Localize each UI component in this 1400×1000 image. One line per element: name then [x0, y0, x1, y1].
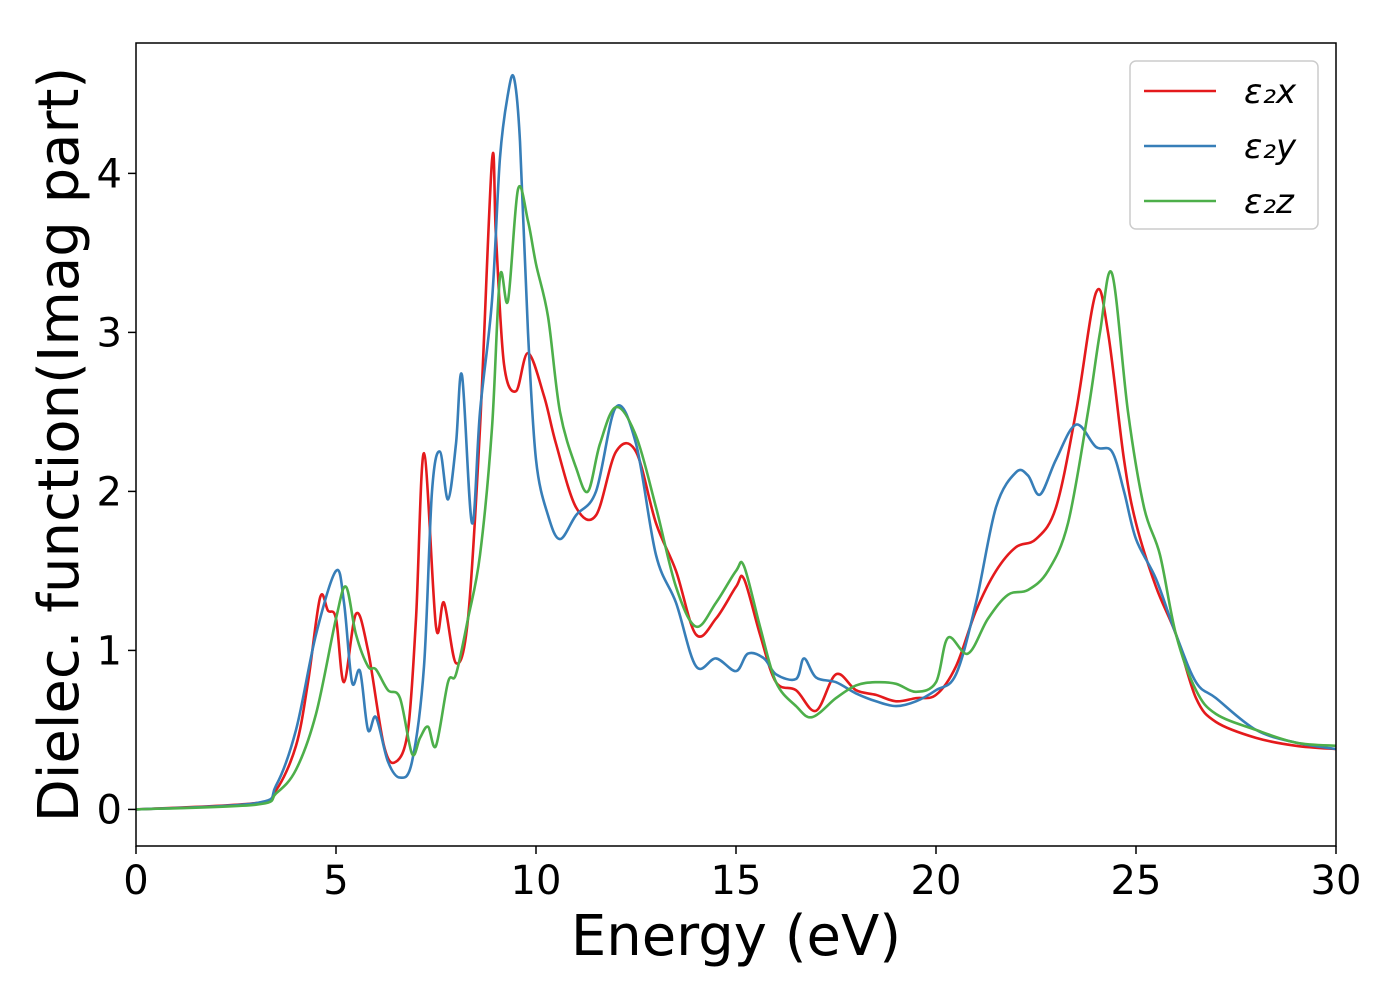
- y-tick-label: 3: [97, 310, 122, 356]
- x-tick-label: 0: [123, 858, 148, 904]
- plot-lines: [135, 73, 1337, 811]
- y-tick-label: 0: [97, 787, 122, 833]
- y-axis: 0 1 2 3 4: [97, 151, 136, 833]
- legend-label: ε₂z: [1244, 182, 1295, 222]
- y-tick-label: 2: [97, 469, 122, 515]
- legend-label: ε₂x: [1244, 72, 1297, 112]
- y-tick-label: 4: [97, 151, 122, 197]
- legend: ε₂x ε₂y ε₂z: [1129, 60, 1319, 230]
- y-axis-label: Dielec. function(Imag part): [27, 67, 92, 823]
- y-tick-label: 1: [97, 628, 122, 674]
- x-axis-label: Energy (eV): [571, 904, 901, 969]
- series-line-3: [135, 185, 1337, 811]
- x-tick-label: 10: [511, 858, 562, 904]
- x-tick-label: 25: [1111, 858, 1162, 904]
- x-tick-label: 20: [911, 858, 962, 904]
- x-tick-label: 30: [1311, 858, 1362, 904]
- x-tick-label: 15: [711, 858, 762, 904]
- x-axis: 0 5 10 15 20 25 30: [123, 846, 1361, 904]
- x-tick-label: 5: [323, 858, 348, 904]
- legend-box: [1129, 60, 1319, 230]
- legend-label: ε₂y: [1244, 127, 1297, 167]
